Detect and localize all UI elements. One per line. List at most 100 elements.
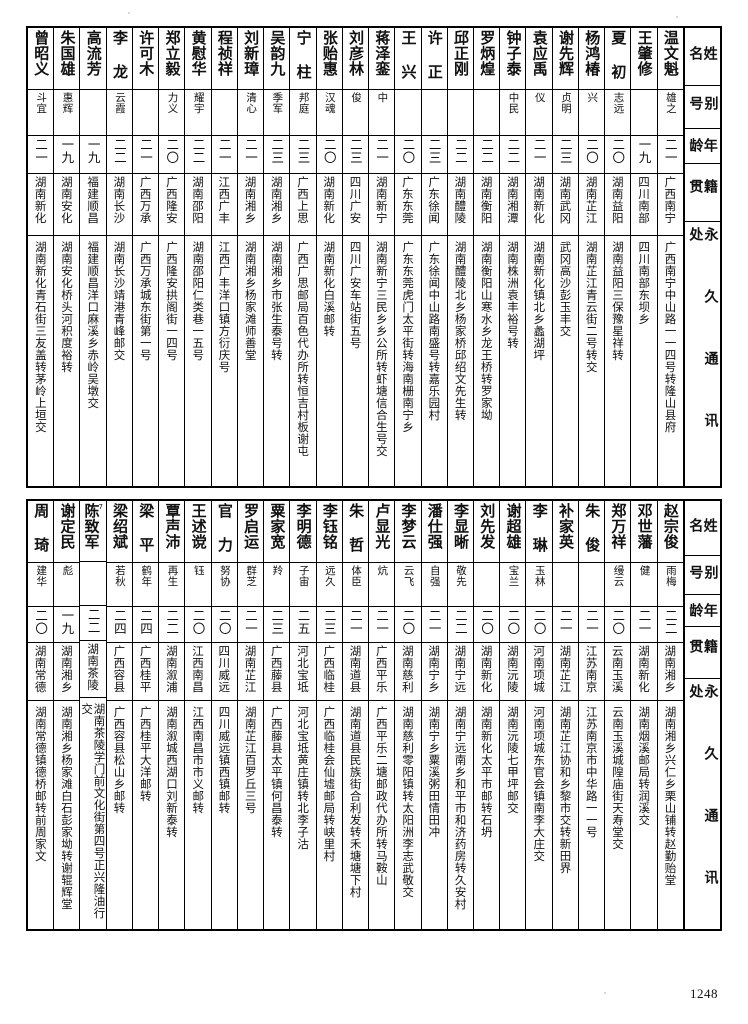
roster-name-text: 罗炳煌 (478, 30, 497, 77)
roster-cell-alias: 中民 (500, 90, 526, 136)
roster-alias-text: 汉魂 (323, 92, 336, 114)
roster-entry-column: 邱正刚 二二 湖南醴陵 湖南醴陵北乡杨家桥邱绍文先生转 (446, 28, 473, 486)
roster-address-text: 广西藤县太平镇何昌泰转 (269, 706, 284, 838)
roster-alias-text: 羚 (271, 565, 284, 576)
roster-cell-name: 陈致军 7 (80, 501, 106, 563)
roster-entry-column: 杨鸿椿兴二〇 湖南芷江 湖南芷江青云街二号转交 (577, 28, 605, 486)
roster-address-text: 湖南沅陵七甲坪邮交 (506, 706, 521, 814)
roster-origin-text: 广西桂平 (138, 645, 153, 693)
roster-alias-text: 季军 (271, 92, 284, 114)
roster-cell-alias (473, 90, 500, 136)
roster-cell-origin: 湖南常德 (28, 643, 54, 701)
roster-cell-origin: 广西上思 (290, 174, 316, 236)
roster-origin-text: 广西容县 (112, 645, 127, 693)
roster-address-text: 广西隆安拱阁街一四号 (164, 241, 179, 361)
roster-name-text: 王肇修 (635, 30, 654, 77)
roster-name-text: 郑万祥 (609, 503, 628, 550)
roster-alias-text: 雄之 (664, 92, 677, 114)
roster-age-text: 二〇 (400, 609, 416, 635)
roster-name-text: 黄慰华 (189, 30, 208, 77)
roster-cell-age: 二一 (421, 607, 447, 643)
roster-cell-address: 湖南芷江协和乡黎市交转新田界 (553, 701, 578, 929)
roster-origin-text: 湖南宁远 (453, 645, 468, 693)
roster-age-text: 一九 (85, 138, 101, 164)
roster-alias-text: 再生 (166, 565, 179, 587)
roster-cell-alias (80, 562, 106, 606)
roster-alias-text: 玉林 (533, 565, 546, 587)
roster-address-text: 广西万承城东街第一号 (138, 241, 153, 361)
roster-name-text: 李钰铭 (320, 503, 339, 550)
roster-cell-alias: 缦云 (605, 563, 631, 607)
roster-cell-age: 二一 (132, 136, 159, 174)
roster-cell-age: 二〇 (185, 607, 211, 643)
roster-origin-text: 湖南常德 (33, 645, 48, 693)
roster-address-text: 湖南宁乡粟溪粥田情田冲 (427, 706, 442, 838)
roster-cell-age: 二二 (447, 607, 473, 643)
roster-cell-origin: 四川南部 (631, 174, 657, 236)
roster-cell-alias: 鹤年 (132, 563, 159, 607)
roster-cell-alias: 远久 (316, 563, 342, 607)
roster-cell-address: 湖南芷江百罗丘三号 (238, 701, 263, 929)
roster-cell-age: 二〇 (473, 607, 500, 643)
roster-cell-name: 梁绍斌 (106, 501, 132, 563)
roster-cell-age: 二〇 (159, 136, 185, 174)
roster-cell-origin: 江西广丰 (211, 174, 237, 236)
roster-alias-text: 仪 (533, 92, 546, 103)
roster-address-text: 湖南新宁三民乡乡公所转虾塘信合生号交 (374, 241, 389, 457)
roster-address-text: 湖南醴陵北乡杨家桥邱绍文先生转 (453, 241, 468, 421)
roster-alias-text: 邦庭 (297, 92, 310, 114)
roster-entry-column: 钟子泰 中民 二二 湖南湘潭 湖南株洲袁丰裕号转 (499, 28, 526, 486)
roster-cell-age: 二〇 (28, 607, 54, 643)
roster-alias-text: 俊 (350, 92, 363, 103)
roster-age-text: 二二 (190, 138, 206, 164)
roster-address-text: 湖南新化白溪邮转 (322, 241, 337, 337)
roster-age-text: 二三 (347, 138, 363, 164)
roster-cell-address: 湖南常德镇德桥邮转前周家文 (28, 701, 53, 929)
roster-cell-age: 二三 (264, 607, 290, 643)
roster-name-text: 郑立毅 (163, 30, 182, 77)
roster-cell-origin: 湖南溆浦 (159, 643, 185, 701)
roster-entry-column: 郑万祥 缦云 二〇 云南玉溪 云南玉溪城隍庙街天寿堂交 (604, 501, 631, 929)
roster-cell-name: 王 兴 (395, 28, 421, 90)
roster-age-text: 二一 (426, 609, 442, 635)
roster-cell-origin: 广东徐闻 (421, 174, 447, 236)
roster-origin-text: 江西广丰 (217, 176, 232, 224)
roster-age-text: 二一 (374, 138, 390, 164)
roster-cell-age: 二四 (106, 607, 132, 643)
roster-cell-address: 湖南益阳三保豫星祥转 (605, 236, 630, 486)
roster-cell-origin: 湖南沅陵 (500, 643, 526, 701)
roster-cell-origin: 湖南慈利 (395, 643, 421, 701)
roster-cell-origin: 湖南新宁 (369, 174, 395, 236)
roster-name-text: 朱 俊 (583, 503, 602, 553)
roster-alias-text: 体臣 (350, 565, 363, 587)
roster-cell-address: 江苏南京市中华路一一号 (579, 701, 604, 929)
roster-age-text: 二二 (479, 138, 495, 164)
roster-alias-text: 努协 (218, 565, 231, 587)
roster-cell-alias (80, 90, 106, 136)
roster-entry-column: 朱 俊二一 江苏南京 江苏南京市中华路一一号 (577, 501, 605, 929)
roster-cell-origin: 广西南宁 (657, 174, 683, 236)
roster-entry-column: 刘新璋 清心 二一 湖南湘乡 湖南湘乡杨家滩师善堂 (236, 28, 264, 486)
roster-cell-age: 二一 (552, 607, 578, 643)
roster-cell-age: 二二 (500, 136, 526, 174)
roster-cell-age: 一九 (80, 136, 106, 174)
roster-name-text: 钟子泰 (504, 30, 523, 77)
roster-entry-column: 罗启运 群芝 二一 湖南芷江 湖南芷江百罗丘三号 (236, 501, 264, 929)
roster-cell-name: 朱 哲 (342, 501, 369, 563)
roster-cell-name: 许可木 (132, 28, 159, 90)
roster-cell-address: 湖南醴陵北乡杨家桥邱绍文先生转 (448, 236, 473, 486)
roster-cell-alias: 雄之 (657, 90, 683, 136)
roster-address-text: 湖南湘乡杨家滩白石彭家坳转谢辊辉堂 (60, 706, 75, 910)
roster-cell-name: 覃声沛 (159, 501, 185, 563)
roster-cell-alias: 仪 (526, 90, 552, 136)
roster-name-text: 赵宗俊 (661, 503, 680, 550)
roster-entry-column: 吴韵九 季军 二三 湖南湘乡 湖南湘乡市张生泰号转 (263, 28, 290, 486)
roster-cell-origin: 湖南宁乡 (421, 643, 447, 701)
roster-cell-address: 四川南部东坝乡 (631, 236, 656, 486)
roster-cell-origin: 湖南茶陵 (80, 641, 106, 699)
roster-name-text: 邱正刚 (452, 30, 471, 77)
roster-cell-alias: 若秋 (106, 563, 132, 607)
roster-cell-age: 二〇 (526, 607, 552, 643)
roster-entry-column: 李梦云 云飞 二〇 湖南慈利 湖南慈利零阳镇转太阳洲李志武敬交 (394, 501, 421, 929)
